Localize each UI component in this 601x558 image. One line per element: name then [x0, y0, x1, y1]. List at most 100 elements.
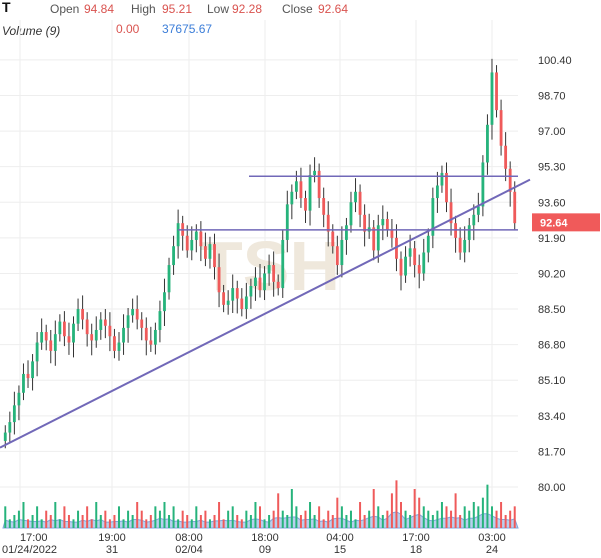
volume-bar	[63, 506, 66, 528]
volume-bar	[172, 506, 175, 528]
candle-body	[294, 181, 298, 192]
volume-value-1: 0.00	[116, 22, 140, 36]
y-tick-label: 86.80	[538, 340, 566, 352]
volume-bar	[149, 515, 152, 528]
volume-bar	[13, 515, 16, 528]
volume-bar	[131, 515, 134, 528]
candle-body	[163, 292, 166, 312]
volume-bar	[418, 497, 421, 528]
volume-bar	[445, 506, 448, 528]
volume-bar	[436, 510, 439, 528]
volume-bar	[386, 510, 389, 528]
volume-bar	[372, 489, 375, 528]
volume-bar	[249, 515, 252, 528]
candle-body	[103, 319, 107, 326]
candle-body	[35, 342, 39, 362]
candle-body	[3, 432, 7, 441]
volume-bar	[404, 510, 407, 528]
volume-bar	[468, 510, 471, 528]
volume-bar	[140, 510, 143, 528]
candle-body	[326, 214, 330, 232]
candle-body	[349, 202, 353, 226]
volume-bar	[154, 506, 157, 528]
x-tick-date: 01/24/2022	[2, 544, 57, 556]
volume-bar	[8, 519, 11, 528]
candle-body	[322, 198, 326, 215]
candle-body	[213, 244, 216, 268]
candle-body	[135, 309, 139, 320]
volume-bar	[477, 506, 480, 528]
volume-bar	[490, 506, 493, 528]
candle-body	[62, 321, 66, 337]
volume-bar	[349, 510, 352, 528]
candle-body	[376, 225, 380, 251]
volume-bar	[313, 515, 316, 528]
candle-body	[372, 227, 376, 251]
volume-bar	[90, 519, 93, 528]
candle-body	[263, 273, 266, 291]
volume-label: Volume (9)	[2, 24, 61, 38]
candle-body	[267, 265, 271, 274]
candle-body	[467, 225, 471, 240]
volume-bar	[400, 502, 403, 528]
candle-body	[108, 325, 112, 337]
volume-bar	[236, 515, 239, 528]
last-price-tag	[532, 213, 600, 232]
candle-body	[354, 191, 357, 203]
volume-bar	[354, 519, 357, 528]
candle-body	[199, 231, 203, 247]
candle-body	[435, 185, 439, 199]
candle-body	[99, 319, 103, 330]
candle-body	[122, 327, 125, 343]
volume-bar	[218, 502, 221, 528]
candle-body	[504, 145, 508, 169]
volume-bar	[331, 515, 334, 528]
low-value: 92.28	[232, 2, 263, 16]
volume-bar	[454, 493, 457, 528]
volume-bar	[95, 502, 98, 528]
candle-body	[172, 246, 175, 266]
y-tick-label: 95.30	[538, 162, 566, 174]
x-tick-date: 09	[259, 544, 271, 556]
volume-bar	[190, 519, 193, 528]
volume-bar	[268, 515, 271, 528]
candle-body	[49, 340, 53, 351]
candle-body	[499, 110, 503, 146]
candle-body	[290, 191, 294, 205]
candle-body	[381, 219, 385, 226]
volume-bar	[299, 515, 302, 528]
volume-bar	[245, 510, 248, 528]
last-price-label: 92.64	[540, 217, 568, 229]
candle-body	[413, 248, 417, 266]
volume-bar	[486, 484, 489, 528]
candle-body	[422, 252, 426, 274]
volume-bar	[31, 515, 34, 528]
volume-bar	[463, 506, 466, 528]
candle-body	[17, 392, 21, 406]
y-tick-label: 88.50	[538, 304, 566, 316]
volume-bar	[504, 515, 507, 528]
y-tick-label: 97.00	[538, 126, 566, 138]
volume-bar	[281, 510, 284, 528]
candle-body	[235, 288, 239, 299]
candle-body	[417, 265, 421, 274]
candle-body	[90, 334, 94, 341]
volume-bar	[495, 510, 498, 528]
x-tick-time: 17:00	[402, 532, 430, 544]
volume-bar	[27, 519, 30, 528]
volume-bar	[259, 506, 261, 528]
candle-body	[117, 342, 121, 351]
candle-body	[463, 239, 467, 253]
candle-body	[308, 175, 312, 211]
candle-body	[390, 229, 394, 238]
candle-body	[345, 225, 348, 240]
candle-body	[144, 327, 148, 341]
candle-body	[281, 239, 285, 289]
candle-body	[217, 267, 221, 293]
candle-body	[76, 309, 80, 324]
candle-body	[8, 422, 12, 433]
candle-body	[408, 248, 412, 257]
x-tick-date: 02/04	[175, 544, 203, 556]
candle-body	[249, 286, 253, 297]
